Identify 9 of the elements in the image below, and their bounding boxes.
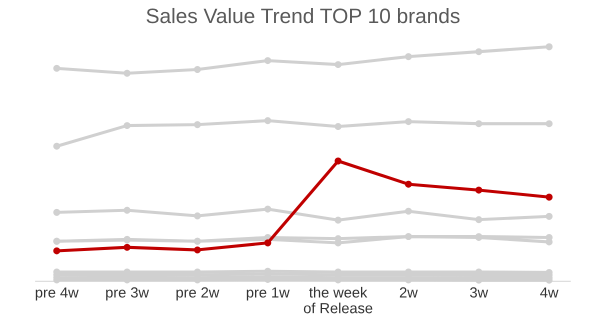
- x-tick-label: 2w: [400, 287, 418, 298]
- x-tick-label: pre 3w: [106, 287, 150, 300]
- chart-title: Sales Value Trend TOP 10 brands: [146, 8, 460, 24]
- x-tick-label: the week of Release: [304, 286, 372, 314]
- x-tick-label: 3w: [470, 287, 488, 298]
- x-tick-label: pre 1w: [246, 287, 290, 300]
- x-tick-label: 4w: [540, 287, 558, 298]
- x-tick-label: pre 2w: [176, 287, 220, 300]
- x-tick-label: pre 4w: [36, 287, 79, 300]
